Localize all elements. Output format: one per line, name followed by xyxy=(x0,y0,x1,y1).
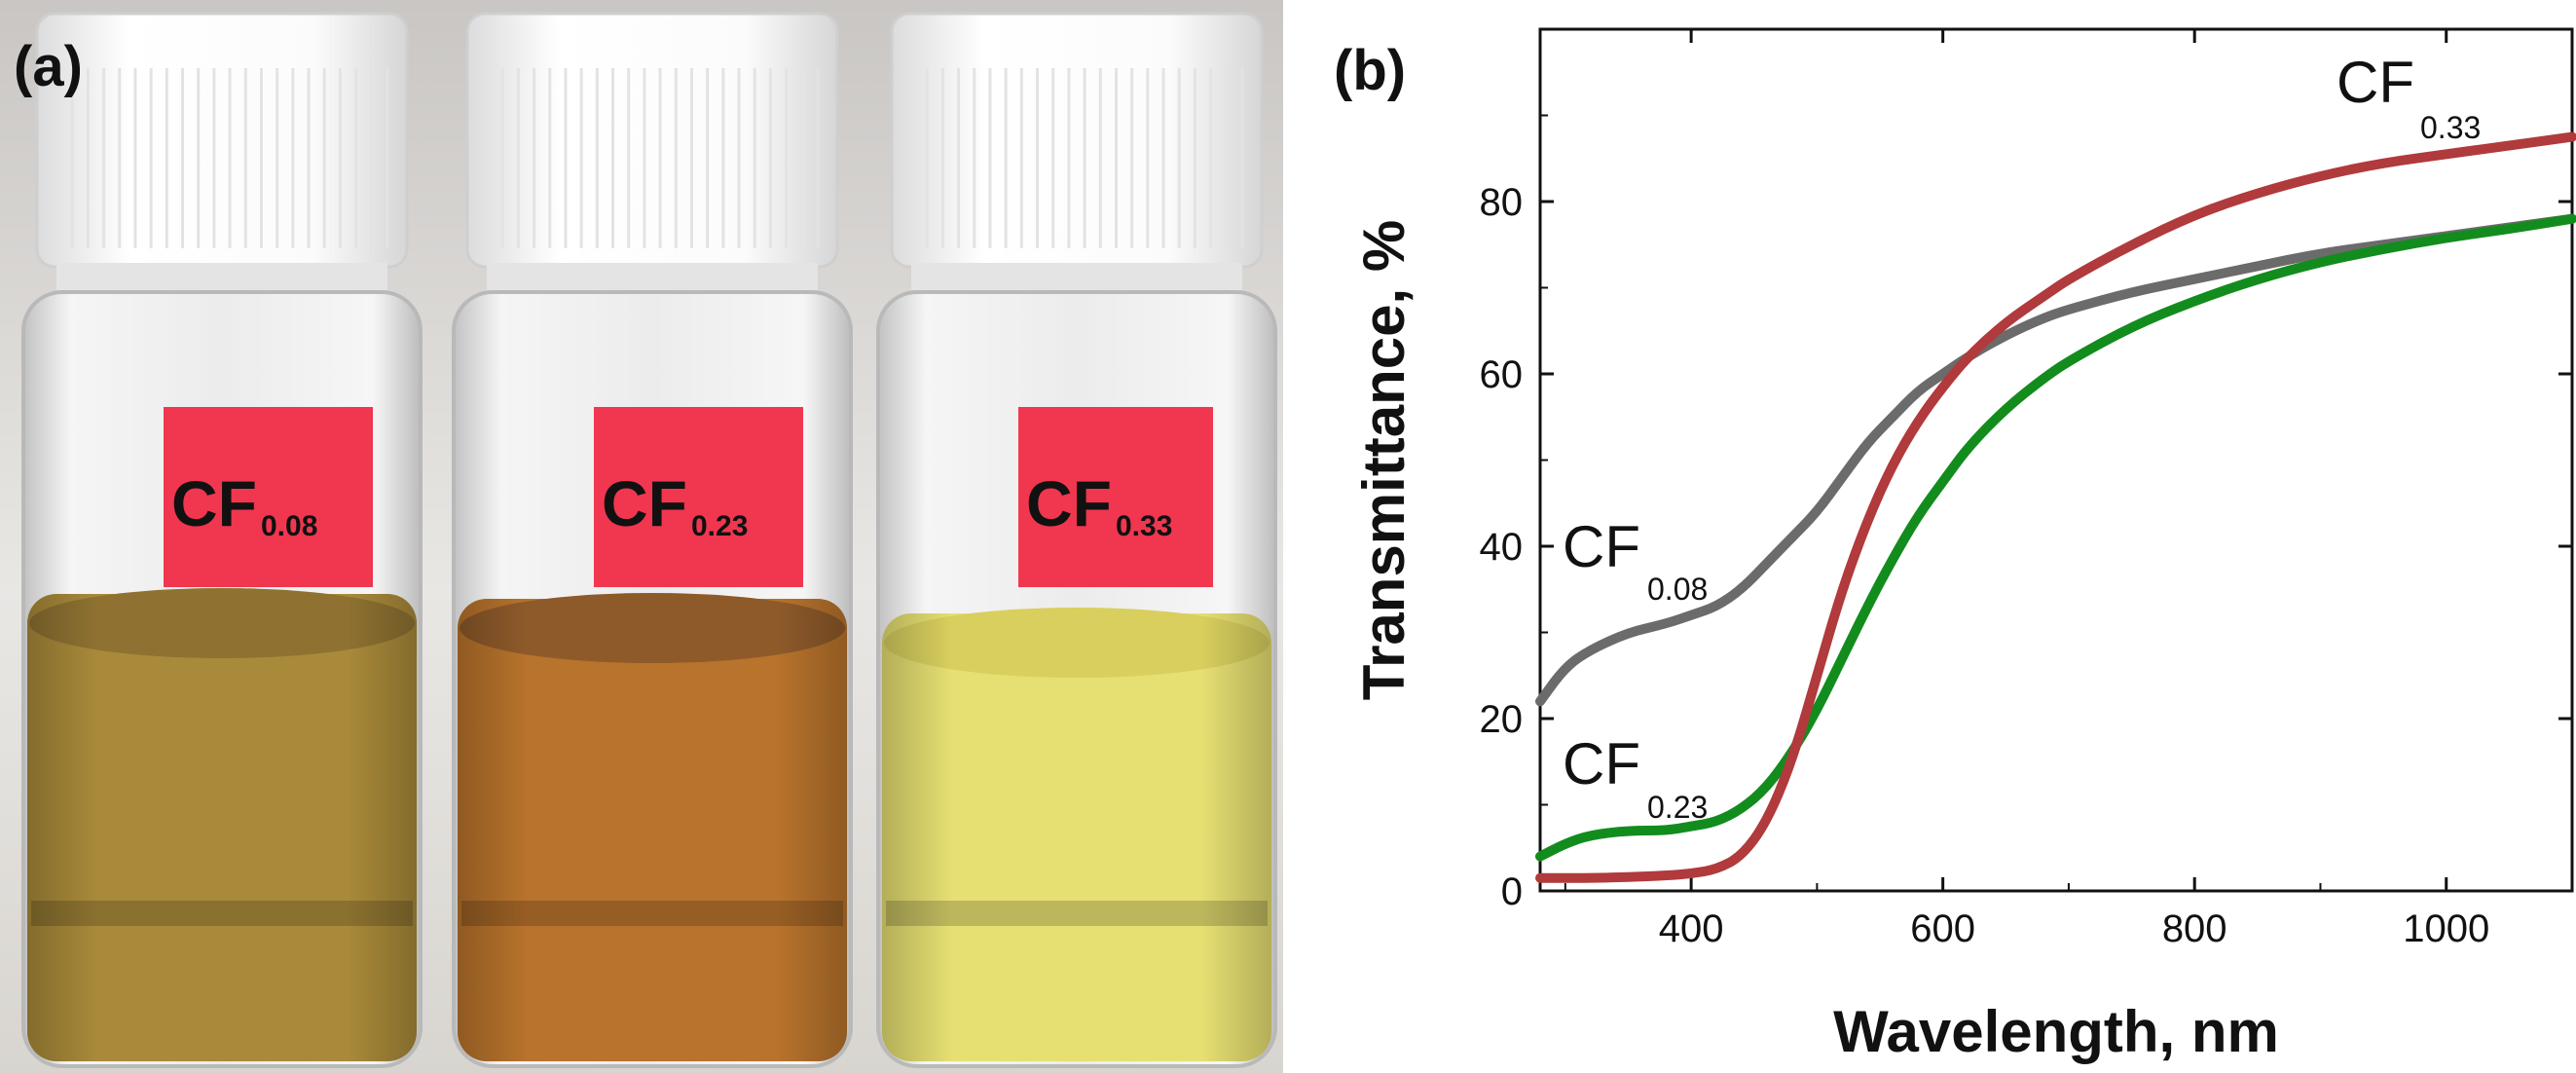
vial-tag xyxy=(594,407,803,587)
x-tick-label: 1000 xyxy=(2403,907,2489,950)
x-tick-label: 600 xyxy=(1910,907,1975,950)
series-line-0.33 xyxy=(1535,131,2576,883)
series-label-0.23: CF xyxy=(1563,731,1640,796)
y-tick-label: 60 xyxy=(1480,353,1524,396)
vial-tag xyxy=(164,407,373,587)
series-label-subscript-0.23: 0.23 xyxy=(1647,790,1708,825)
y-tick-label: 0 xyxy=(1501,870,1523,913)
series-label-subscript-0.08: 0.08 xyxy=(1647,572,1708,607)
liquid-shading xyxy=(458,599,847,1061)
y-tick-label: 40 xyxy=(1480,526,1524,569)
vial-tag xyxy=(1018,407,1213,587)
vial-tag-label: CF xyxy=(602,467,687,539)
y-tick-label: 80 xyxy=(1480,181,1524,224)
liquid-shading xyxy=(27,594,417,1061)
series-label-0.33: CF xyxy=(2337,50,2414,115)
vial-tag-subscript: 0.33 xyxy=(1116,510,1172,542)
panel-b-label: (b) xyxy=(1334,39,1406,102)
panel-a-label: (a) xyxy=(14,35,83,98)
series-label-subscript-0.33: 0.33 xyxy=(2420,110,2481,145)
vial-base-band xyxy=(461,901,843,926)
y-tick-label: 20 xyxy=(1480,698,1524,741)
vial-tag-label: CF xyxy=(171,467,257,539)
vial-tag-subscript: 0.23 xyxy=(691,510,748,542)
vial-tag-label: CF xyxy=(1026,467,1112,539)
vial-base-band xyxy=(31,901,413,926)
x-axis-title: Wavelength, nm xyxy=(1833,999,2279,1064)
liquid-shading xyxy=(882,613,1271,1061)
y-axis-title: Transmittance, % xyxy=(1351,220,1417,701)
series-line-0.23 xyxy=(1535,213,2576,862)
x-tick-label: 400 xyxy=(1659,907,1724,950)
vial-tag-subscript: 0.08 xyxy=(261,510,317,542)
series-label-0.08: CF xyxy=(1563,514,1640,579)
vial-2: CF 0.23 xyxy=(452,12,853,1068)
vial-base-band xyxy=(886,901,1268,926)
x-tick-label: 800 xyxy=(2162,907,2227,950)
series-line-0.08 xyxy=(1535,213,2576,707)
vial-1: CF 0.08 xyxy=(21,12,423,1068)
vial-3: CF 0.33 xyxy=(876,12,1277,1068)
